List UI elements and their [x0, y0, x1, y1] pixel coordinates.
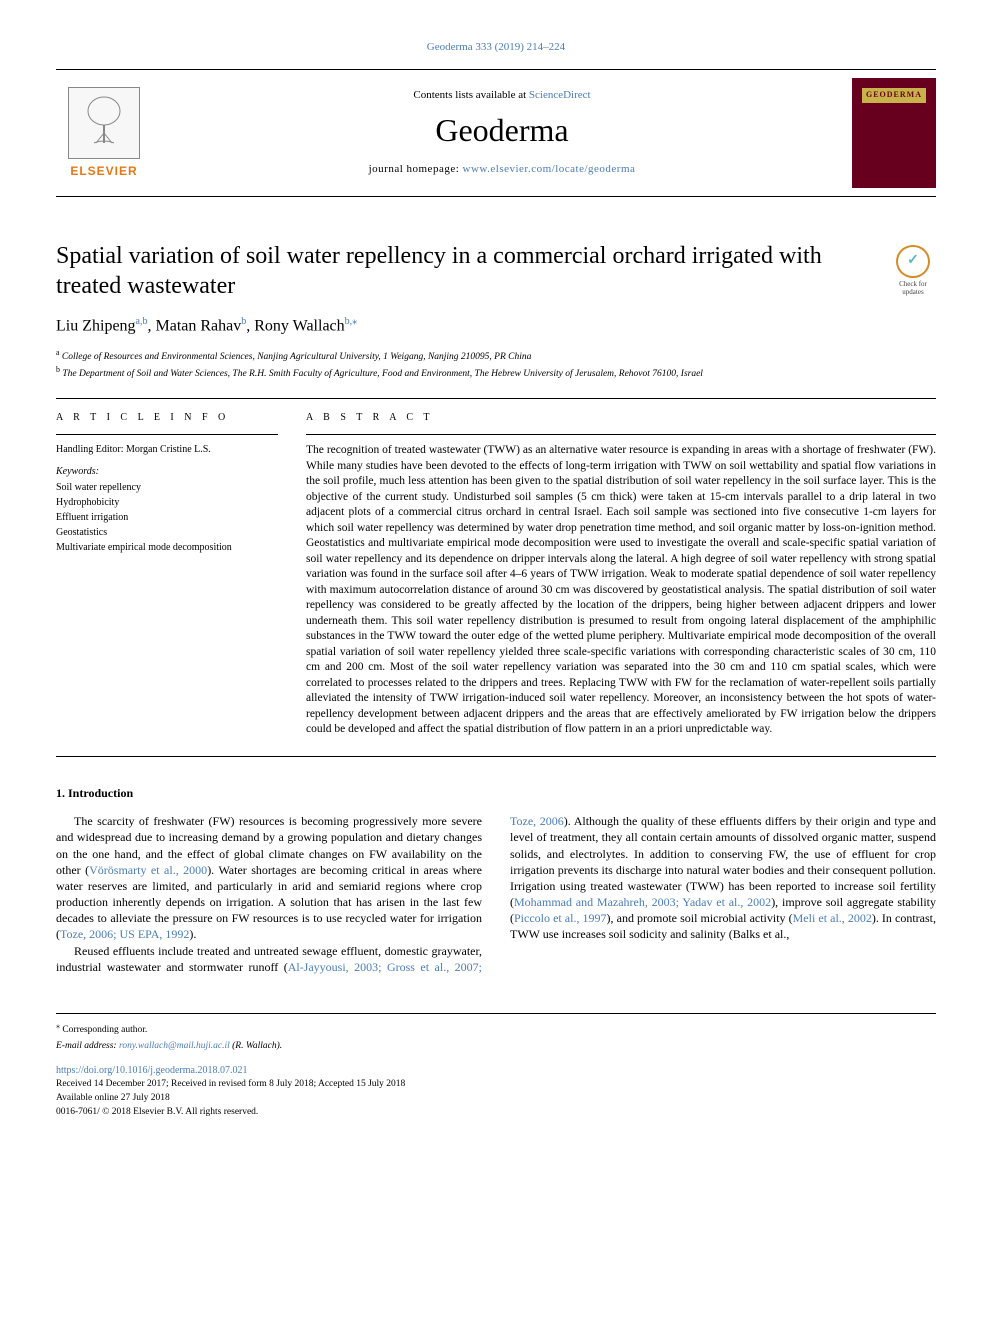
- info-abstract-row: A R T I C L E I N F O Handling Editor: M…: [56, 411, 936, 738]
- abstract-divider: [306, 434, 936, 435]
- contents-available-line: Contents lists available at ScienceDirec…: [152, 88, 852, 103]
- introduction-body: The scarcity of freshwater (FW) resource…: [56, 813, 936, 975]
- keyword-item: Effluent irrigation: [56, 510, 278, 525]
- email-author-name: (R. Wallach).: [232, 1041, 282, 1051]
- citation-link[interactable]: Meli et al., 2002: [793, 911, 872, 925]
- author-affil-sup: a,b: [136, 316, 148, 327]
- journal-header: ELSEVIER Contents lists available at Sci…: [56, 69, 936, 197]
- section-heading-intro: 1. Introduction: [56, 785, 936, 801]
- author-affil-sup: b,⁎: [345, 316, 358, 327]
- affiliation-line: a College of Resources and Environmental…: [56, 347, 936, 364]
- author-affil-sup: b: [241, 316, 246, 327]
- handling-editor: Handling Editor: Morgan Cristine L.S.: [56, 443, 278, 457]
- corr-marker: ⁎: [56, 1021, 60, 1030]
- corresponding-author-line: ⁎ Corresponding author.: [56, 1020, 936, 1038]
- citation-link[interactable]: Toze, 2006; US EPA, 1992: [60, 927, 189, 941]
- abstract-heading: A B S T R A C T: [306, 411, 936, 425]
- citation-link[interactable]: Piccolo et al., 1997: [514, 911, 607, 925]
- author-name: Rony Wallach: [254, 317, 344, 334]
- available-online-line: Available online 27 July 2018: [56, 1092, 936, 1106]
- journal-name: Geoderma: [152, 109, 852, 152]
- article-info-heading: A R T I C L E I N F O: [56, 411, 278, 425]
- header-citation: Geoderma 333 (2019) 214–224: [56, 40, 936, 55]
- author-name: Liu Zhipeng: [56, 317, 136, 334]
- footer-block: ⁎ Corresponding author. E-mail address: …: [56, 1013, 936, 1120]
- email-label: E-mail address:: [56, 1041, 117, 1051]
- check-updates-icon: ✓: [896, 245, 930, 279]
- keyword-item: Multivariate empirical mode decompositio…: [56, 540, 278, 555]
- citation-link[interactable]: Vörösmarty et al., 2000: [89, 863, 207, 877]
- journal-homepage-link[interactable]: www.elsevier.com/locate/geoderma: [463, 163, 636, 175]
- email-line: E-mail address: rony.wallach@mail.huji.a…: [56, 1040, 936, 1054]
- keyword-item: Soil water repellency: [56, 480, 278, 495]
- title-block: Spatial variation of soil water repellen…: [56, 241, 936, 301]
- abstract-column: A B S T R A C T The recognition of treat…: [306, 411, 936, 738]
- keyword-item: Hydrophobicity: [56, 495, 278, 510]
- author-name: Matan Rahav: [156, 317, 242, 334]
- corr-text: Corresponding author.: [62, 1025, 147, 1035]
- keywords-list: Soil water repellencyHydrophobicityEfflu…: [56, 480, 278, 555]
- check-updates-badge[interactable]: ✓ Check forupdates: [890, 245, 936, 297]
- affiliation-line: b The Department of Soil and Water Scien…: [56, 364, 936, 381]
- sciencedirect-link[interactable]: ScienceDirect: [529, 89, 591, 101]
- divider-bottom: [56, 756, 936, 757]
- publisher-name: ELSEVIER: [70, 163, 137, 179]
- elsevier-tree-icon: [68, 87, 140, 159]
- contents-prefix: Contents lists available at: [413, 89, 528, 101]
- article-title: Spatial variation of soil water repellen…: [56, 241, 870, 301]
- journal-cover-thumb: GEODERMA: [852, 78, 936, 188]
- keywords-label: Keywords:: [56, 465, 278, 479]
- authors-line: Liu Zhipenga,b, Matan Rahavb, Rony Walla…: [56, 315, 936, 337]
- publisher-logo: ELSEVIER: [56, 81, 152, 185]
- journal-homepage-line: journal homepage: www.elsevier.com/locat…: [152, 162, 852, 177]
- keyword-item: Geostatistics: [56, 525, 278, 540]
- doi-link[interactable]: https://doi.org/10.1016/j.geoderma.2018.…: [56, 1065, 247, 1076]
- check-updates-text: Check forupdates: [899, 281, 927, 296]
- received-line: Received 14 December 2017; Received in r…: [56, 1078, 936, 1092]
- abstract-text: The recognition of treated wastewater (T…: [306, 443, 936, 738]
- article-info-column: A R T I C L E I N F O Handling Editor: M…: [56, 411, 278, 738]
- homepage-prefix: journal homepage:: [369, 163, 463, 175]
- info-divider: [56, 434, 278, 435]
- intro-para-1: The scarcity of freshwater (FW) resource…: [56, 813, 482, 943]
- header-center: Contents lists available at ScienceDirec…: [152, 88, 852, 177]
- divider-top: [56, 398, 936, 399]
- affiliations: a College of Resources and Environmental…: [56, 347, 936, 382]
- corresponding-email-link[interactable]: rony.wallach@mail.huji.ac.il: [119, 1041, 230, 1051]
- cover-journal-label: GEODERMA: [862, 88, 926, 103]
- copyright-line: 0016-7061/ © 2018 Elsevier B.V. All righ…: [56, 1106, 936, 1120]
- citation-link[interactable]: Mohammad and Mazahreh, 2003; Yadav et al…: [514, 895, 771, 909]
